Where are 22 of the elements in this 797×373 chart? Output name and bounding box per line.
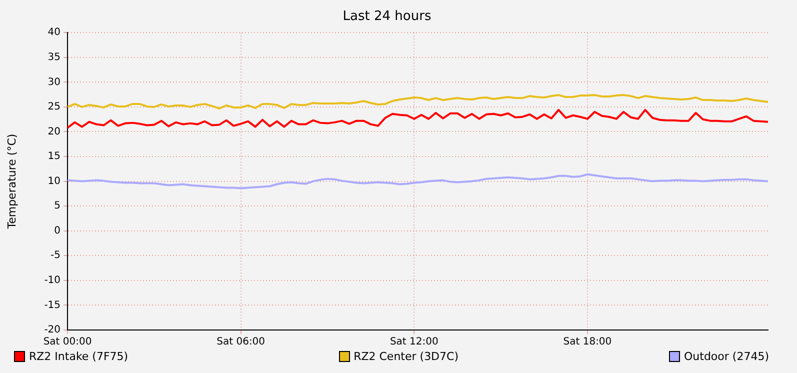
y-tick-label: -5 [50,250,61,262]
legend-label: RZ2 Center (3D7C) [354,350,459,363]
y-tick-label: -15 [44,300,61,311]
x-tick-label: Sat 18:00 [563,336,612,348]
x-tick-label: Sat 06:00 [216,336,266,348]
legend-label: Outdoor (2745) [684,350,769,363]
y-tick-label: -10 [44,275,61,286]
y-tick-label: 40 [48,27,61,38]
y-tick-label: 25 [48,102,61,113]
y-tick-label: 30 [48,76,61,88]
x-tick-label: Sat 12:00 [390,336,438,348]
y-tick-label: 10 [48,176,61,187]
y-tick-label: 5 [54,200,61,212]
y-axis-title: Temperature (°C) [5,134,18,230]
x-tick-label: Sat 00:00 [43,336,92,348]
legend-label: RZ2 Intake (7F75) [29,350,128,363]
y-tick-label: 15 [48,151,61,162]
y-tick-label: 0 [54,225,61,236]
chart-title: Last 24 hours [342,9,432,24]
y-tick-label: 20 [48,126,61,138]
y-tick-label: -20 [44,324,61,336]
y-tick-label: 35 [48,52,61,63]
